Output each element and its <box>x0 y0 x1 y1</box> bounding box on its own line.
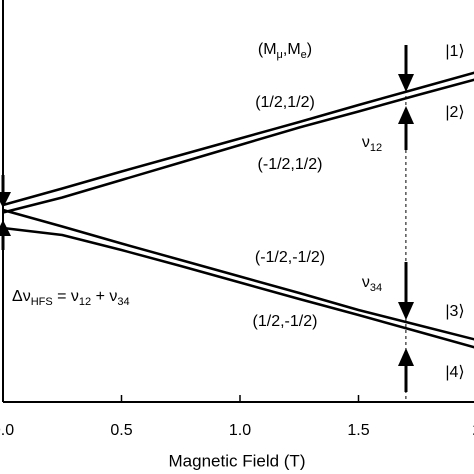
legend-entry: |4⟩ <box>445 364 464 381</box>
legend-entry: |3⟩ <box>445 303 464 320</box>
series-line <box>2 208 474 341</box>
annotation-part: (1/2,-1/2) <box>253 313 318 330</box>
x-tick-label: 0.0 <box>0 422 14 439</box>
annotation: (1/2,-1/2) <box>253 313 318 330</box>
annotation-part: ν <box>362 274 370 291</box>
x-tick-label: 0.5 <box>110 422 132 439</box>
annotation-part: ) <box>307 41 312 58</box>
annotation-part: (-1/2,1/2) <box>258 156 323 173</box>
annotation-part: ,M <box>283 41 301 58</box>
subscript: μ <box>277 49 283 61</box>
annotation: (1/2,1/2) <box>255 94 315 111</box>
series-line <box>2 78 474 214</box>
annotation-part: + ν <box>91 288 117 305</box>
x-tick-label: 2 <box>473 422 474 439</box>
subscript: 12 <box>370 142 382 154</box>
x-axis-label: Magnetic Field (T) <box>169 451 306 470</box>
annotation: (-1/2,1/2) <box>258 156 323 173</box>
subscript: HFS <box>31 296 53 308</box>
legend-entry: |2⟩ <box>445 104 464 121</box>
annotation-part: (1/2,1/2) <box>255 94 315 111</box>
x-tick-label: 1.5 <box>347 422 369 439</box>
annotation-part: = ν <box>53 288 79 305</box>
subscript: e <box>301 49 307 61</box>
x-tick-label: 1.0 <box>229 422 251 439</box>
annotation-part: (-1/2,-1/2) <box>255 249 325 266</box>
annotation: ΔνHFS = ν12 + ν34 <box>12 288 130 308</box>
subscript: 34 <box>370 282 382 294</box>
annotation-part: (M <box>258 41 277 58</box>
subscript: 12 <box>79 296 91 308</box>
subscript: 34 <box>117 296 129 308</box>
legend-entry: |1⟩ <box>445 43 464 60</box>
arrows <box>0 45 414 392</box>
series-line <box>2 71 474 207</box>
annotation-part: ν <box>362 134 370 151</box>
series-line <box>2 226 474 349</box>
annotation: (Mμ,Me) <box>258 41 312 61</box>
annotation: ν12 <box>362 134 382 154</box>
annotation-part: Δν <box>12 288 31 305</box>
annotation: ν34 <box>362 274 382 294</box>
annotation: (-1/2,-1/2) <box>255 249 325 266</box>
